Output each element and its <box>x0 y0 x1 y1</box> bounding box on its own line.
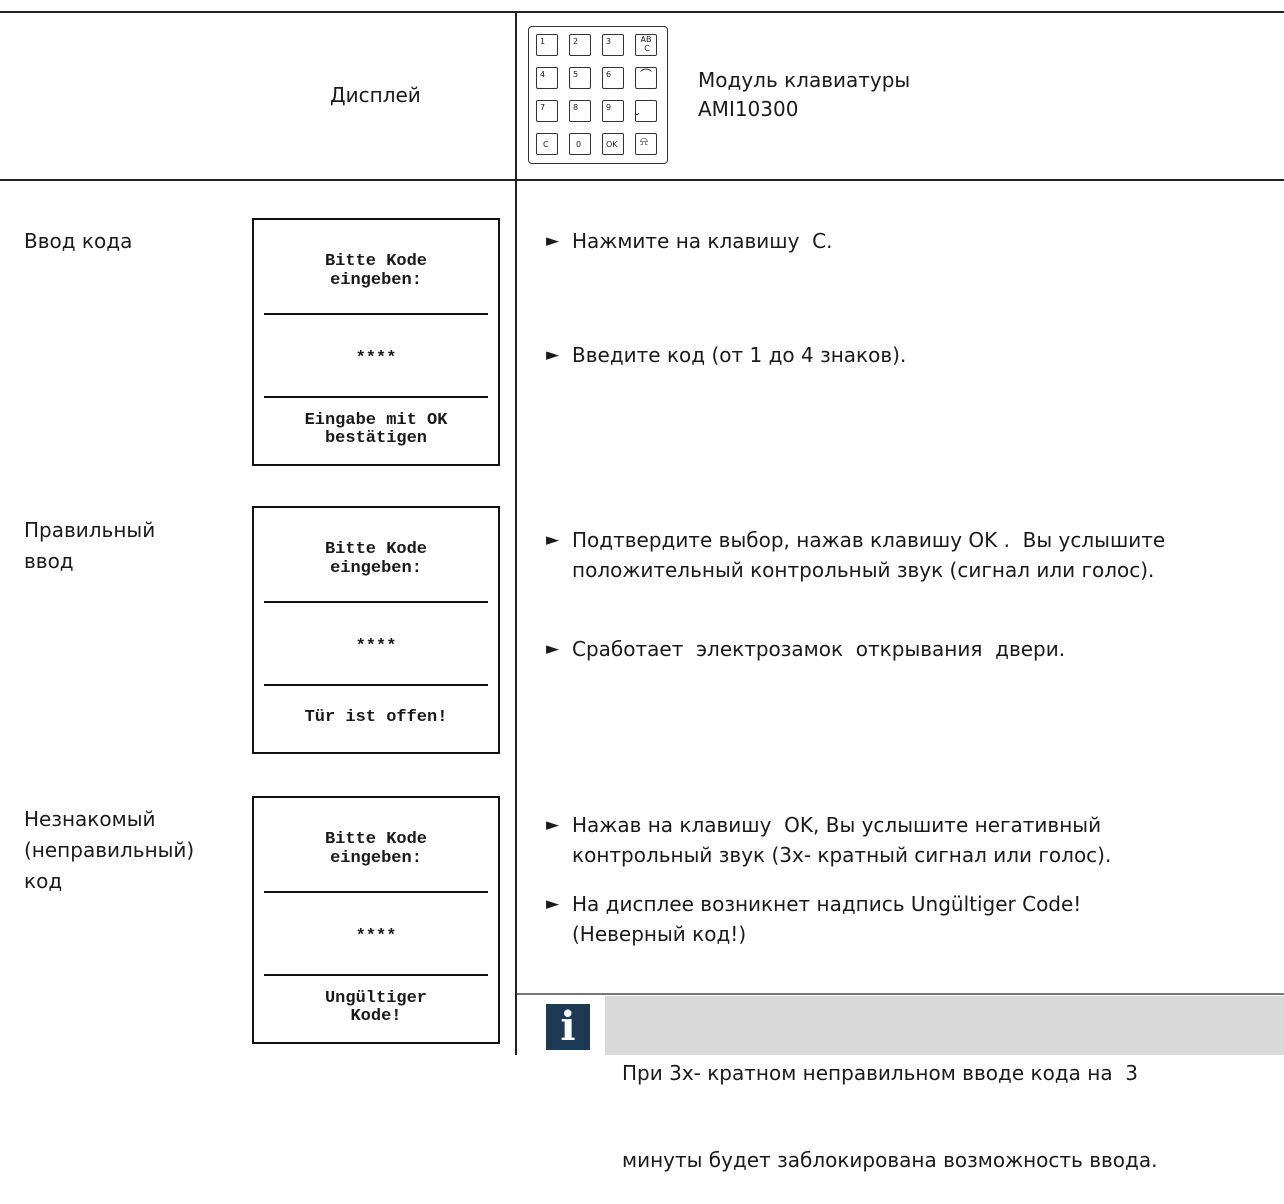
instruction-line: Подтвердите выбор, нажав клавишу OK . Вы… <box>546 525 1165 555</box>
key-label: OK <box>606 140 618 149</box>
key-label-line: AB <box>640 35 652 44</box>
keypad-key: 9 <box>602 100 624 122</box>
column-rule <box>515 11 517 1055</box>
row-label: Незнакомый <box>24 807 156 831</box>
key-label: 0 <box>576 140 582 149</box>
key-label: 3 <box>606 37 612 46</box>
info-icon: i <box>546 1004 590 1050</box>
display-divider <box>264 601 488 603</box>
row-label: (неправильный) <box>24 838 195 862</box>
instruction: Нажмите на клавишу C. <box>546 226 833 256</box>
keypad-key: 5 <box>569 67 591 89</box>
key-label: 9 <box>606 103 612 112</box>
top-rule <box>0 11 1284 13</box>
note-line: При 3х- кратном неправильном вводе кода … <box>622 1061 1139 1085</box>
display-text: Bitte Kode <box>324 540 428 559</box>
display-text: eingeben: <box>330 271 422 290</box>
instruction: Сработает электрозамок открывания двери. <box>546 634 1065 664</box>
note-line: минуты будет заблокирована возможность в… <box>622 1148 1158 1172</box>
display-text: Kode! <box>350 1007 402 1026</box>
module-model: AMI10300 <box>698 97 799 121</box>
display-code: **** <box>355 349 397 368</box>
instruction: На дисплее возникнет надпись Ungültiger … <box>546 889 1081 949</box>
display-divider <box>264 891 488 893</box>
key-label: AB C <box>636 35 656 53</box>
keypad-key: ⍾ <box>635 133 657 155</box>
display-divider <box>264 684 488 686</box>
key-label-line: C <box>644 44 650 53</box>
display-text: Bitte Kode <box>324 252 428 271</box>
keypad-key: 2 <box>569 34 591 56</box>
module-name: Модуль клавиатуры <box>698 68 911 92</box>
keypad-key: 8 <box>569 100 591 122</box>
keypad-key: OK <box>602 133 624 155</box>
display-divider <box>264 974 488 976</box>
keypad-key: 3 <box>602 34 624 56</box>
display-text: eingeben: <box>330 559 422 578</box>
keypad-key: 6 <box>602 67 624 89</box>
row-label: Ввод кода <box>24 229 133 253</box>
note: При 3х- кратном неправильном вводе кода … <box>622 1001 1157 1204</box>
instruction-line: контрольный звук (3х- кратный сигнал или… <box>572 843 1112 867</box>
keypad-key: ⌒ <box>635 67 657 89</box>
instruction-line: положительный контрольный звук (сигнал и… <box>572 558 1155 582</box>
instruction-line: (Неверный код!) <box>572 922 747 946</box>
display-text: Ungültiger <box>324 989 428 1008</box>
keypad-key: 4 <box>536 67 558 89</box>
instruction: Подтвердите выбор, нажав клавишу OK . Вы… <box>546 525 1165 585</box>
row-label: Правильный <box>24 518 156 542</box>
key-label: C <box>543 140 549 149</box>
keypad-key: 7 <box>536 100 558 122</box>
key-label: 5 <box>573 70 579 79</box>
key-label: 7 <box>540 103 546 112</box>
row-label: ввод <box>24 549 74 573</box>
keypad-key: 1 <box>536 34 558 56</box>
key-label: 2 <box>573 37 579 46</box>
display-text: Bitte Kode <box>324 830 428 849</box>
instruction-line: На дисплее возникнет надпись Ungültiger … <box>546 889 1081 919</box>
keypad-key: C <box>536 133 558 155</box>
keypad-key: AB C <box>635 34 657 56</box>
display-code: **** <box>355 927 397 946</box>
instruction-line: Сработает электрозамок открывания двери. <box>546 634 1065 664</box>
key-label: 1 <box>540 37 546 46</box>
column-title: Дисплей <box>330 83 421 107</box>
key-icon: ⌒ <box>640 68 653 82</box>
display-text: bestätigen <box>324 429 428 448</box>
key-label: 4 <box>540 70 546 79</box>
display-screen: Bitte Kode eingeben: **** Eingabe mit OK bes… <box>252 218 500 466</box>
key-label: 6 <box>606 70 612 79</box>
display-text: eingeben: <box>330 849 422 868</box>
display-screen: Bitte Kode eingeben: **** Tür ist offen! <box>252 506 500 754</box>
display-code: **** <box>355 637 397 656</box>
display-screen: Bitte Kode eingeben: **** Ungültiger Kode! <box>252 796 500 1044</box>
key-icon: ⍾ <box>640 134 648 148</box>
instruction-line: Нажав на клавишу OK, Вы услышите негатив… <box>546 810 1111 840</box>
instruction-line: Введите код (от 1 до 4 знаков). <box>546 340 906 370</box>
key-label: 8 <box>573 103 579 112</box>
header-rule <box>0 179 1284 181</box>
display-text: Tür ist offen! <box>304 708 448 727</box>
row-label: код <box>24 869 63 893</box>
instruction-line: Нажмите на клавишу C. <box>546 226 833 256</box>
note-rule <box>517 993 1284 995</box>
keypad-key: 0 <box>569 133 591 155</box>
display-divider <box>264 313 488 315</box>
instruction: Нажав на клавишу OK, Вы услышите негатив… <box>546 810 1112 870</box>
display-text: Eingabe mit OK <box>304 411 448 430</box>
display-divider <box>264 396 488 398</box>
keypad-key: ̮ <box>635 100 657 122</box>
note-box <box>605 996 1284 1055</box>
instruction: Введите код (от 1 до 4 знаков). <box>546 340 906 370</box>
